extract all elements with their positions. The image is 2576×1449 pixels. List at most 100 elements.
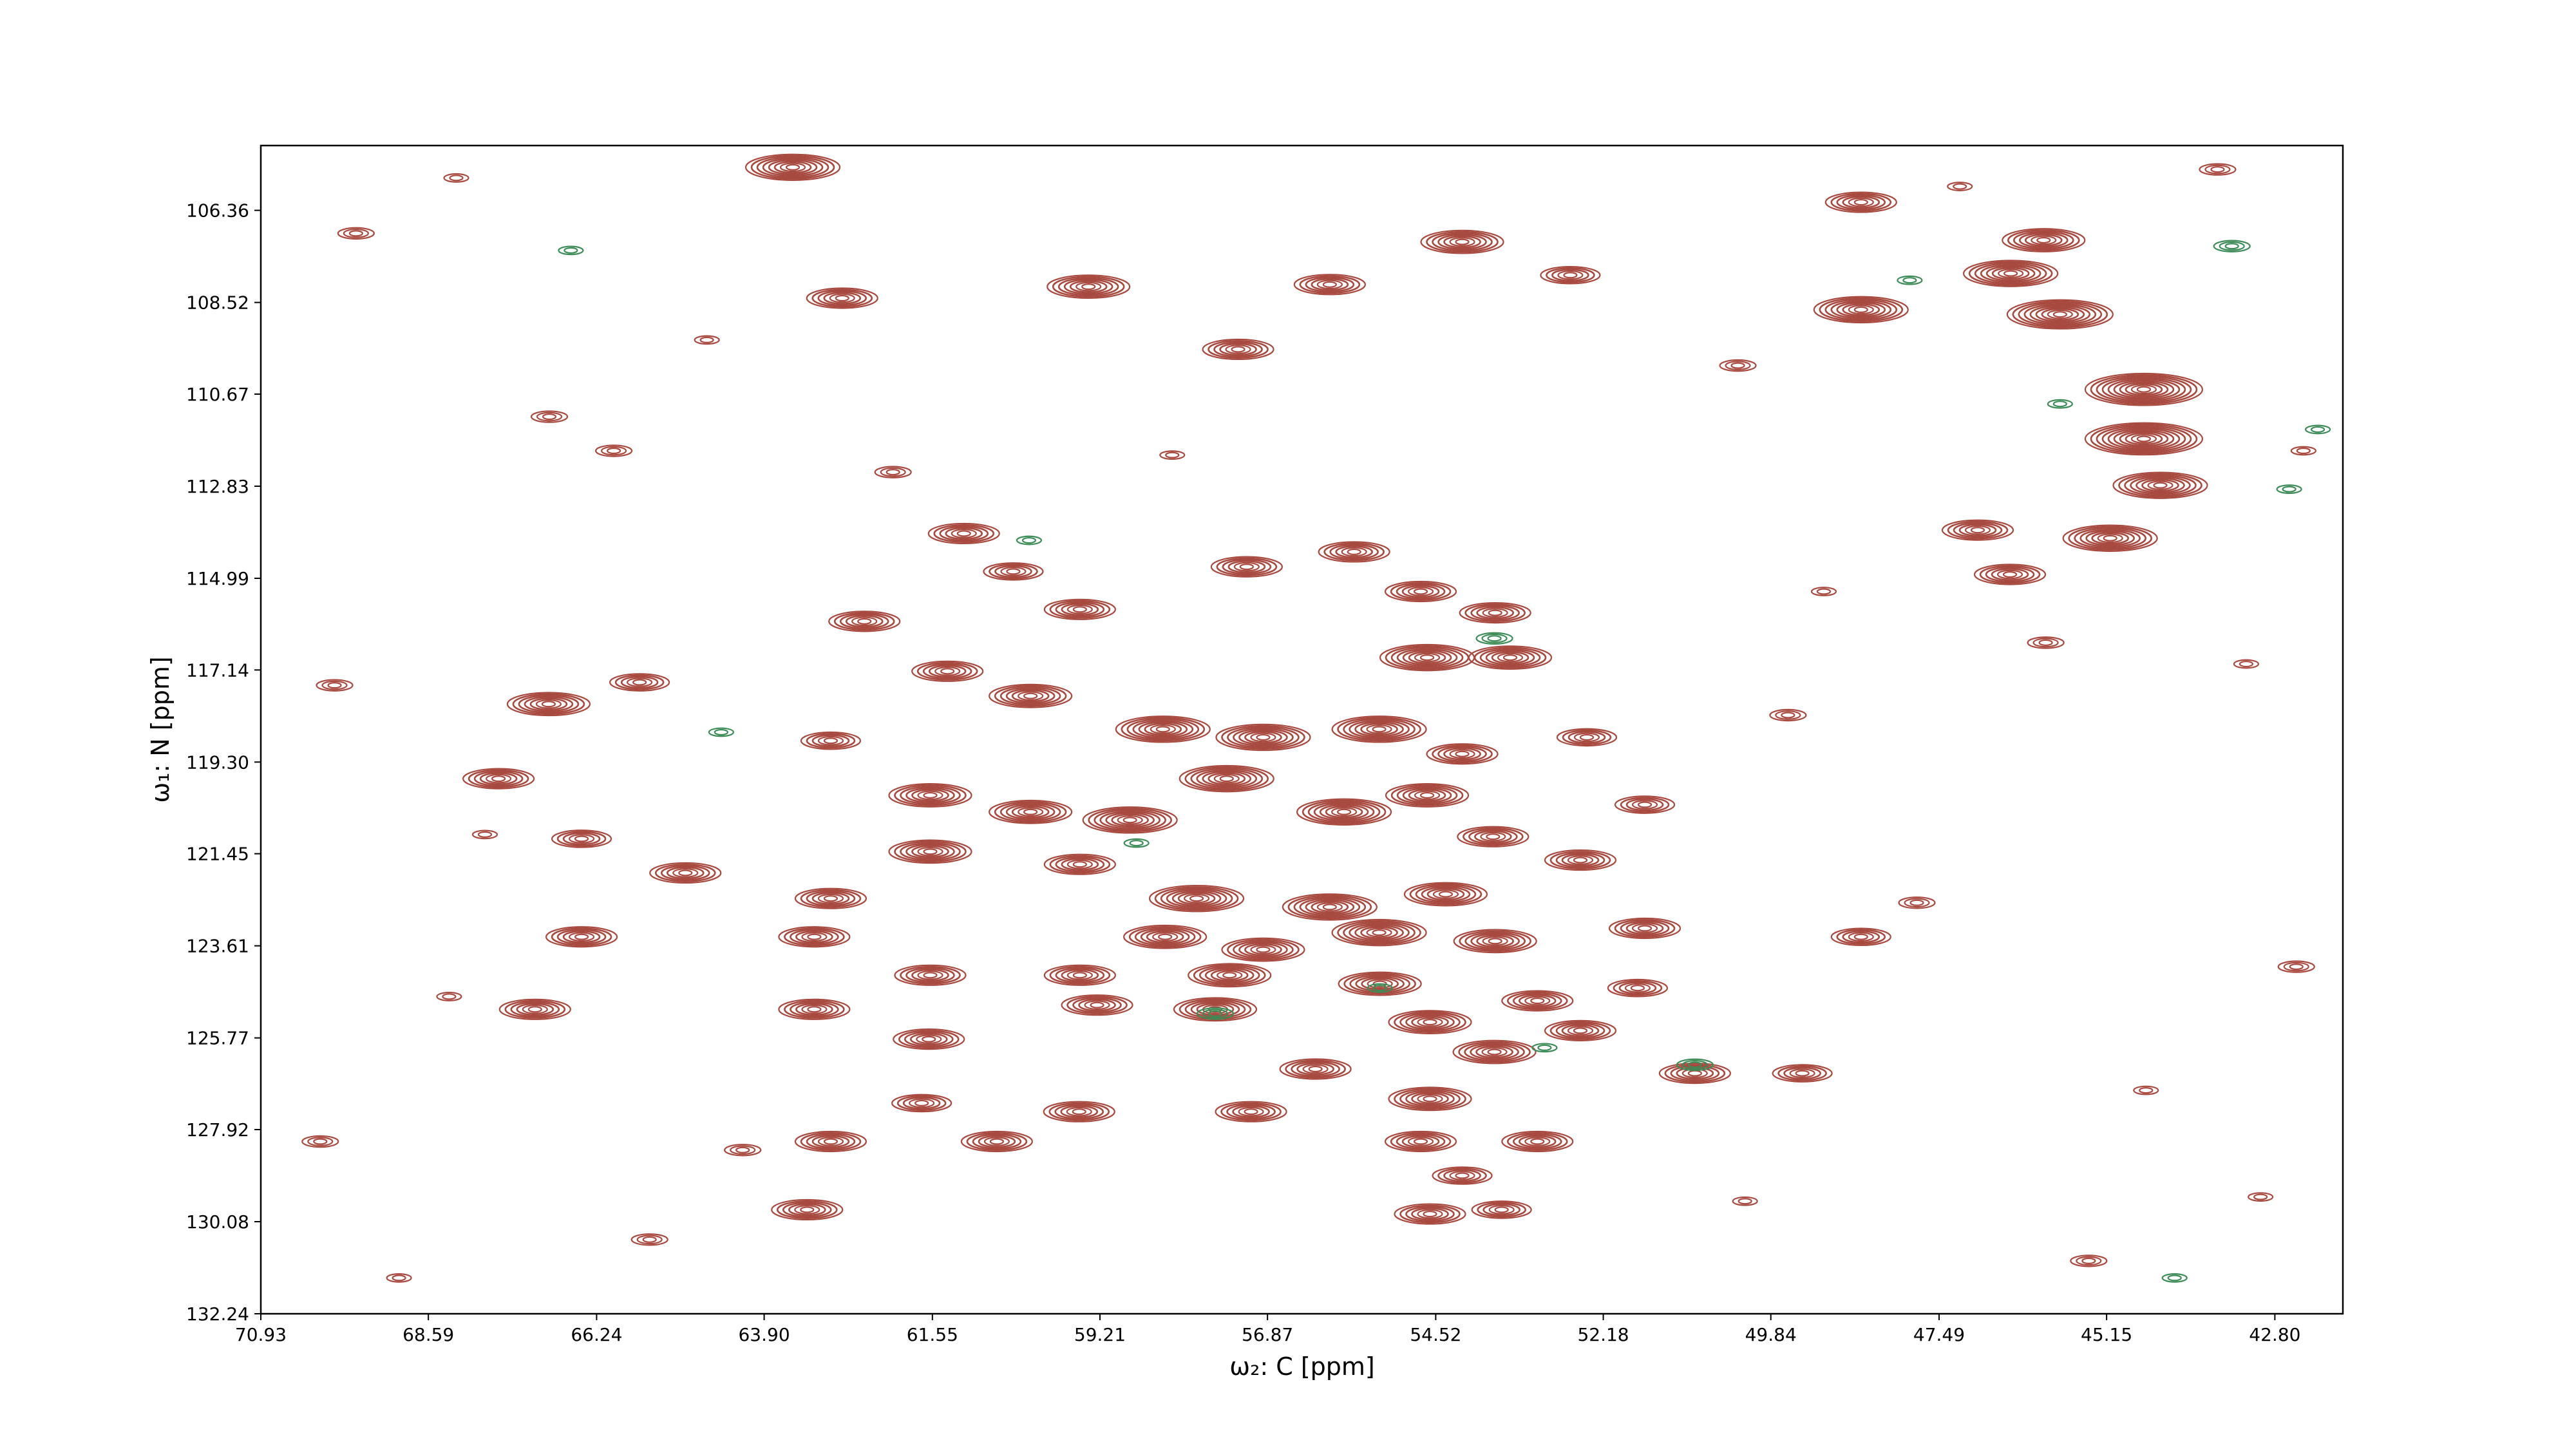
- contour-line: [1385, 783, 1470, 808]
- contour-line: [1555, 852, 1605, 868]
- contour-line: [811, 734, 850, 748]
- contour-line: [1072, 1108, 1086, 1115]
- x-tick-label: 49.84: [1745, 1324, 1797, 1345]
- contour-line: [1021, 536, 1037, 544]
- contour-line: [2012, 231, 2074, 250]
- contour-line: [1341, 547, 1367, 557]
- contour-line: [1061, 994, 1133, 1016]
- contour-line: [823, 737, 838, 744]
- contour-line: [801, 932, 828, 942]
- contour-line: [1449, 237, 1475, 247]
- contour-line: [1613, 980, 1663, 996]
- contour-line: [817, 893, 844, 904]
- contour-line: [510, 1001, 560, 1018]
- contour-line: [2103, 535, 2117, 542]
- contour-line: [1399, 1204, 1461, 1224]
- contour-line: [504, 999, 566, 1019]
- contour-line: [1208, 1010, 1223, 1018]
- contour-line: [1152, 932, 1179, 942]
- contour-line: [1618, 981, 1657, 995]
- contour-line: [636, 1235, 663, 1245]
- contour-line: [1394, 1203, 1466, 1225]
- contour-line: [1421, 886, 1471, 902]
- contour-line: [2035, 306, 2085, 323]
- contour-line: [1468, 645, 1553, 670]
- contour-line: [1384, 580, 1457, 603]
- contour-line: [574, 933, 589, 940]
- contour-line: [2090, 423, 2198, 455]
- contour-line: [1414, 790, 1441, 800]
- contour-line: [1958, 524, 1997, 537]
- contour-line: [934, 666, 961, 676]
- contour-line: [1409, 883, 1482, 905]
- contour-line: [1208, 339, 1269, 359]
- contour-line: [1390, 647, 1464, 668]
- contour-line: [1625, 922, 1664, 935]
- contour-line: [2041, 308, 2079, 321]
- contour-line: [1238, 942, 1288, 958]
- contour-line: [1405, 1091, 1455, 1107]
- contour-line: [666, 866, 705, 880]
- contour-line: [2130, 434, 2157, 444]
- contour-line: [1481, 1047, 1508, 1057]
- contour-line: [771, 1198, 844, 1221]
- contour-line: [1546, 267, 1595, 283]
- contour-line: [2119, 381, 2169, 397]
- contour-line: [1413, 588, 1428, 595]
- contour-line: [795, 930, 833, 943]
- contour-line: [558, 245, 584, 256]
- contour-line: [1016, 535, 1043, 545]
- contour-line: [348, 230, 363, 237]
- contour-line: [923, 972, 938, 979]
- contour-line: [1485, 649, 1535, 666]
- contour-line: [654, 863, 716, 882]
- x-tick-label: 63.90: [738, 1324, 790, 1345]
- contour-line: [343, 228, 369, 238]
- contour-line: [1449, 1171, 1475, 1180]
- contour-line: [473, 770, 524, 787]
- contour-line: [2139, 1086, 2154, 1094]
- contour-line: [999, 802, 1061, 822]
- contour-line: [1311, 278, 1349, 291]
- contour-line: [1518, 994, 1557, 1007]
- contour-line: [1233, 940, 1294, 960]
- contour-line: [1055, 601, 1105, 618]
- contour-line: [778, 998, 851, 1020]
- contour-line: [2130, 476, 2191, 495]
- contour-line: [1524, 996, 1551, 1006]
- contour-line: [1287, 895, 1372, 920]
- contour-line: [2310, 426, 2325, 433]
- contour-line: [2282, 486, 2297, 493]
- x-tick-label: 59.21: [1074, 1324, 1126, 1345]
- contour-line: [1411, 1016, 1449, 1029]
- contour-line: [1438, 891, 1454, 898]
- contour-line: [491, 775, 506, 782]
- contour-line: [1072, 861, 1087, 868]
- contour-line: [545, 926, 618, 948]
- contour-line: [1219, 775, 1234, 782]
- contour-line: [1459, 601, 1531, 624]
- contour-line: [1730, 362, 1745, 369]
- contour-line: [2224, 243, 2239, 250]
- contour-line: [894, 840, 967, 863]
- contour-line: [2085, 530, 2135, 546]
- contour-line: [1573, 857, 1588, 864]
- contour-line: [1394, 1088, 1466, 1110]
- contour-line: [1158, 933, 1173, 940]
- contour-line: [1366, 724, 1392, 734]
- contour-line: [1625, 798, 1664, 811]
- contour-line: [2002, 571, 2018, 578]
- contour-line: [2036, 236, 2051, 244]
- contour-line: [1476, 934, 1514, 948]
- contour-line: [911, 660, 984, 682]
- contour-line: [1210, 969, 1249, 982]
- contour-line: [1372, 985, 1387, 992]
- contour-line: [1337, 920, 1421, 945]
- contour-line: [1329, 544, 1379, 560]
- x-tick-label: 61.55: [907, 1324, 958, 1345]
- contour-line: [1296, 1063, 1334, 1075]
- contour-line: [923, 791, 938, 799]
- contour-line: [2304, 424, 2331, 435]
- contour-line: [2112, 471, 2208, 499]
- contour-line: [1338, 971, 1422, 996]
